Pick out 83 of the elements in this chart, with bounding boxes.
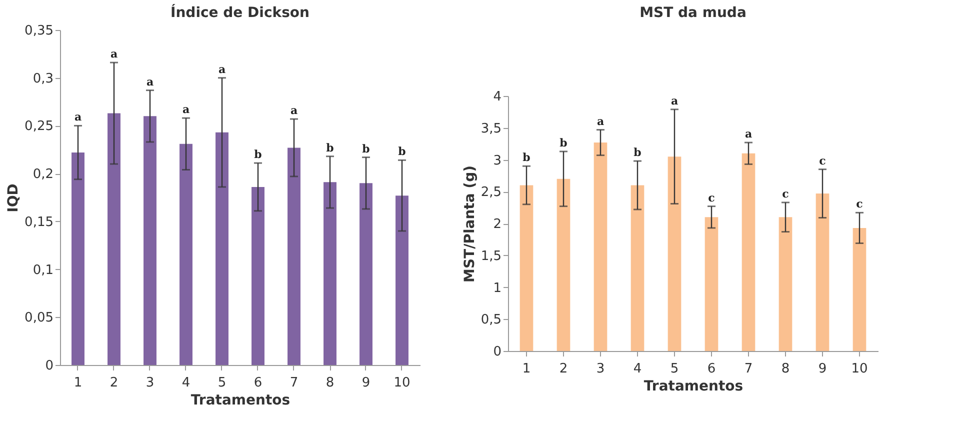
y-tick-label: 3 xyxy=(493,153,502,168)
x-axis-title: Tratamentos xyxy=(190,392,290,408)
y-tick-label: 0,1 xyxy=(32,262,54,278)
bar xyxy=(742,153,756,351)
annotation: b xyxy=(398,145,406,158)
x-axis-title: Tratamentos xyxy=(644,378,744,394)
x-tick-label: 1 xyxy=(522,362,531,376)
y-tick-label: 0,15 xyxy=(24,214,54,230)
x-tick-label: 9 xyxy=(818,362,827,376)
y-tick-label: 0,05 xyxy=(24,310,54,326)
y-tick-label: 0 xyxy=(45,358,54,374)
bar xyxy=(668,156,682,351)
bar xyxy=(396,196,408,365)
annotation: a xyxy=(74,110,82,124)
y-tick-label: 4 xyxy=(493,90,502,104)
annotation: b xyxy=(522,151,531,164)
x-tick-label: 2 xyxy=(559,362,568,376)
bar xyxy=(180,144,192,365)
x-tick-label: 8 xyxy=(326,376,334,390)
bar xyxy=(778,217,792,351)
annotation: a xyxy=(110,48,118,61)
x-tick-label: 3 xyxy=(146,376,154,390)
y-tick-label: 3,5 xyxy=(480,121,502,136)
annotation: b xyxy=(362,142,370,156)
bar xyxy=(816,194,830,351)
bar xyxy=(216,132,228,365)
annotation: b xyxy=(560,136,568,150)
y-tick-label: 0,25 xyxy=(24,119,54,134)
annotation: a xyxy=(146,75,154,88)
bar xyxy=(288,148,300,365)
chart-title: Índice de Dickson xyxy=(170,4,310,21)
annotation: a xyxy=(670,94,678,108)
y-tick-label: 0,5 xyxy=(480,312,502,328)
y-tick-label: 1,5 xyxy=(480,248,502,264)
y-tick-label: 0 xyxy=(493,344,502,360)
bar xyxy=(594,142,608,351)
annotation: a xyxy=(596,114,604,128)
bar xyxy=(144,116,156,365)
x-tick-label: 4 xyxy=(633,362,642,376)
bar xyxy=(108,113,120,365)
bar xyxy=(520,185,534,351)
x-tick-label: 2 xyxy=(110,376,118,390)
bar xyxy=(324,182,336,365)
x-tick-label: 3 xyxy=(596,362,605,376)
annotation: b xyxy=(254,148,262,162)
annotation: a xyxy=(290,104,298,118)
annotation: c xyxy=(819,154,826,168)
bar xyxy=(630,185,644,351)
x-tick-label: 7 xyxy=(290,376,298,390)
annotation: a xyxy=(218,62,226,76)
bar xyxy=(252,186,264,365)
x-tick-label: 9 xyxy=(362,376,370,390)
bar xyxy=(360,183,372,365)
annotation: c xyxy=(856,198,864,211)
x-tick-label: 10 xyxy=(851,362,868,376)
chart-title: MST da muda xyxy=(640,5,746,21)
x-tick-label: 5 xyxy=(670,362,679,376)
annotation: c xyxy=(782,187,790,200)
y-tick-label: 2 xyxy=(493,217,502,232)
x-tick-label: 8 xyxy=(781,362,790,376)
x-tick-label: 6 xyxy=(707,362,716,376)
x-tick-label: 1 xyxy=(74,376,82,390)
x-tick-label: 7 xyxy=(744,362,753,376)
bar xyxy=(72,152,84,365)
x-tick-label: 4 xyxy=(182,376,190,390)
x-tick-label: 5 xyxy=(218,376,226,390)
annotation: c xyxy=(708,191,716,204)
y-tick-label: 2,5 xyxy=(480,185,502,200)
y-tick-label: 0,3 xyxy=(32,71,54,86)
x-tick-label: 10 xyxy=(394,376,410,390)
annotation: b xyxy=(326,141,334,154)
y-axis-title: MST/Planta (g) xyxy=(462,166,478,282)
y-axis-title: IQD xyxy=(6,184,22,212)
annotation: a xyxy=(182,103,190,116)
annotation: b xyxy=(634,146,642,160)
y-tick-label: 0,2 xyxy=(32,167,54,182)
bar xyxy=(704,217,718,351)
y-tick-label: 1 xyxy=(493,280,502,296)
annotation: a xyxy=(744,128,752,141)
bar xyxy=(852,228,866,351)
x-tick-label: 6 xyxy=(254,376,262,390)
bar xyxy=(556,178,570,351)
y-tick-label: 0,35 xyxy=(24,24,54,38)
